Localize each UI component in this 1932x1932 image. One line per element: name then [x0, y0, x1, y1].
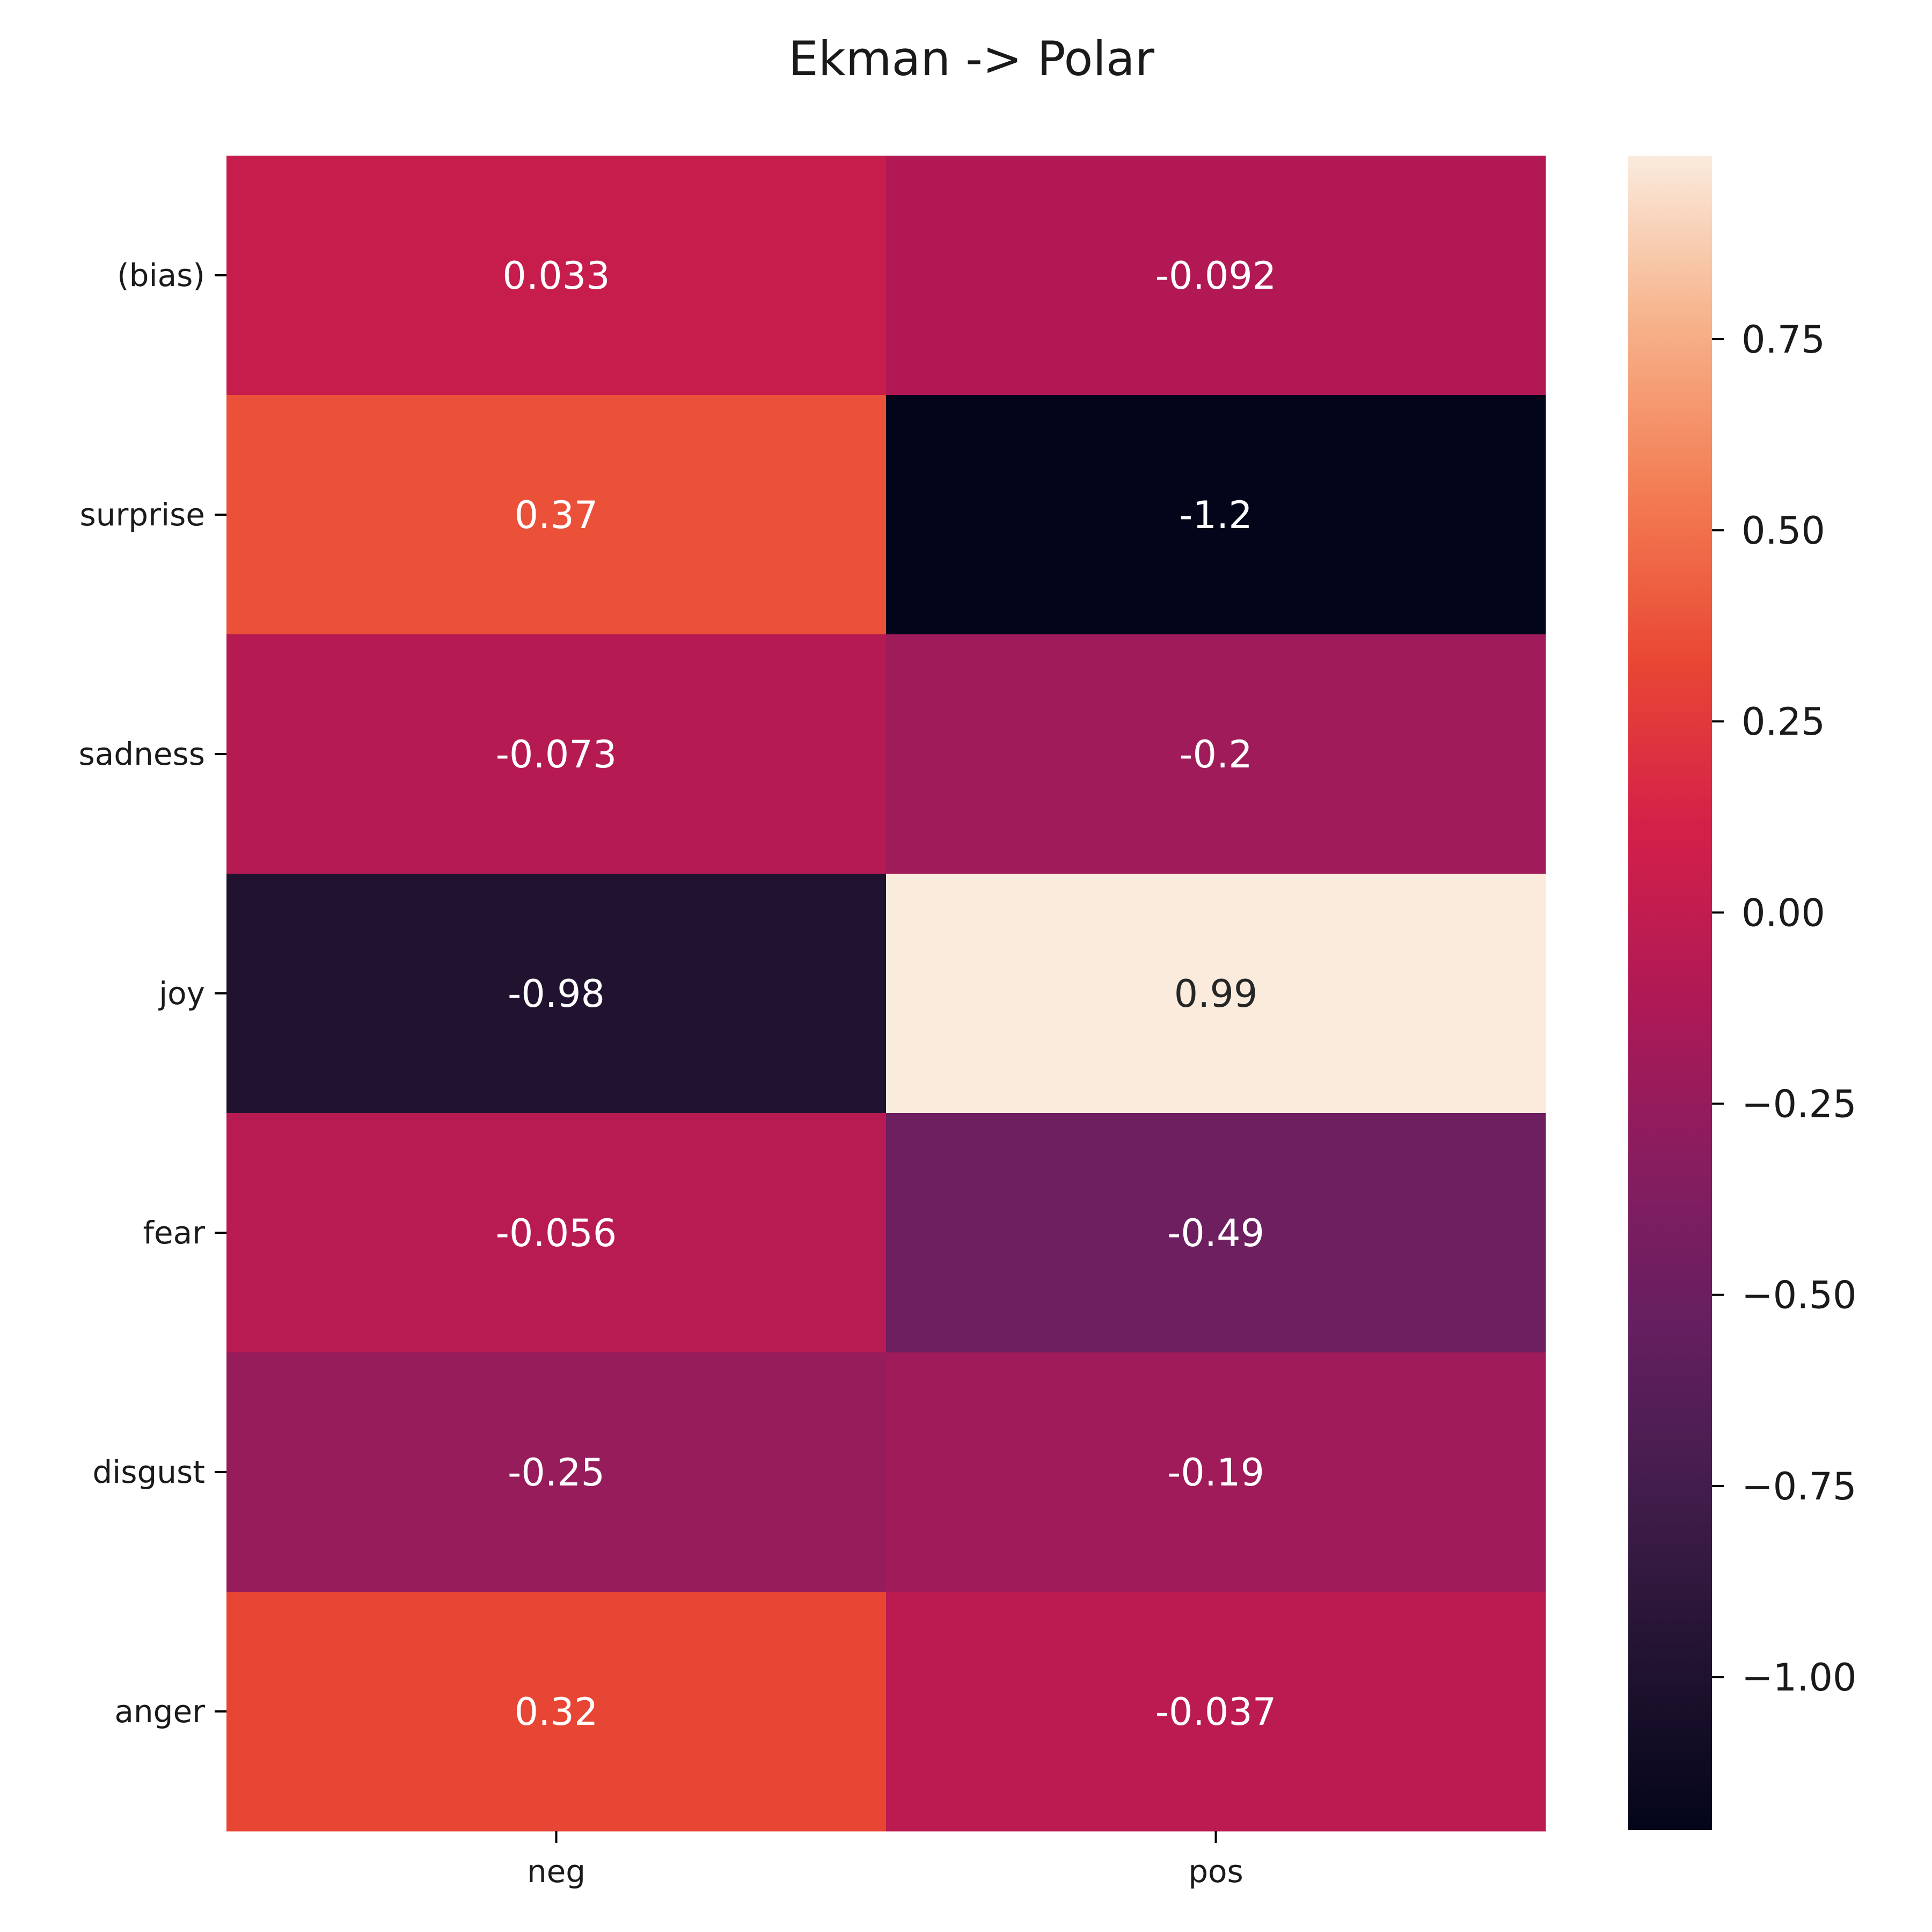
cell-value-label: -0.19: [1167, 1451, 1264, 1495]
colorbar-tick-label: 0.50: [1741, 509, 1825, 553]
chart-title: Ekman -> Polar: [788, 31, 1155, 86]
y-axis: (bias) surprise sadness joy fear disgust anger: [79, 257, 226, 1730]
heatmap-cell: [226, 395, 887, 635]
heatmap-cell: [226, 634, 887, 874]
heatmap-cell: [886, 1352, 1546, 1592]
heatmap-cell: [226, 1592, 887, 1832]
cell-value-label: 0.37: [515, 493, 598, 537]
cell-value-label: -0.49: [1167, 1211, 1264, 1255]
cell-value-label: -0.056: [496, 1211, 617, 1255]
y-tick-label: surprise: [79, 496, 205, 533]
colorbar-tick-label: −1.00: [1741, 1656, 1857, 1700]
cell-value-label: -1.2: [1179, 493, 1253, 537]
y-tick-label: sadness: [79, 736, 205, 772]
colorbar-tick-label: −0.25: [1741, 1082, 1857, 1126]
heatmap-cell: [226, 874, 887, 1114]
cell-value-label: 0.32: [515, 1690, 598, 1734]
heatmap-cell: [886, 395, 1546, 635]
x-tick-label: neg: [527, 1853, 586, 1890]
x-axis: neg pos: [527, 1831, 1243, 1890]
colorbar-tick-label: 0.75: [1741, 318, 1825, 362]
colorbar: 0.75 0.50 0.25 0.00 −0.25 −0.50 −0.75 −1.00: [1628, 156, 1857, 1830]
y-tick-label: fear: [143, 1214, 206, 1251]
cell-value-label: 0.033: [502, 254, 610, 298]
y-tick-label: (bias): [117, 257, 205, 294]
colorbar-gradient: [1628, 156, 1712, 1830]
heatmap-cell: [886, 874, 1546, 1114]
colorbar-tick-label: 0.25: [1741, 700, 1825, 744]
heatmap-cell: [226, 1113, 887, 1353]
heatmap-cells: 0.033 -0.092 0.37 -1.2 -0.073 -0.2 -0.98 0.99 -0…: [226, 156, 1546, 1832]
cell-value-label: -0.037: [1155, 1690, 1277, 1734]
cell-value-label: -0.98: [508, 972, 605, 1016]
colorbar-tick-label: −0.50: [1741, 1274, 1857, 1318]
cell-value-label: -0.073: [496, 733, 617, 777]
y-tick-label: joy: [158, 975, 205, 1012]
heatmap-cell: [226, 156, 887, 396]
heatmap-cell: [886, 634, 1546, 874]
cell-value-label: -0.25: [508, 1451, 605, 1495]
colorbar-tick-label: −0.75: [1741, 1465, 1857, 1509]
cell-value-label: 0.99: [1174, 972, 1258, 1016]
y-tick-label: disgust: [92, 1454, 205, 1490]
heatmap-cell: [226, 1352, 887, 1592]
cell-value-label: -0.092: [1155, 254, 1277, 298]
heatmap-cell: [886, 1592, 1546, 1832]
cell-value-label: -0.2: [1179, 733, 1253, 777]
heatmap-cell: [886, 1113, 1546, 1353]
x-tick-label: pos: [1188, 1853, 1243, 1890]
colorbar-tick-label: 0.00: [1741, 891, 1825, 935]
heatmap-cell: [886, 156, 1546, 396]
y-tick-label: anger: [114, 1693, 205, 1730]
